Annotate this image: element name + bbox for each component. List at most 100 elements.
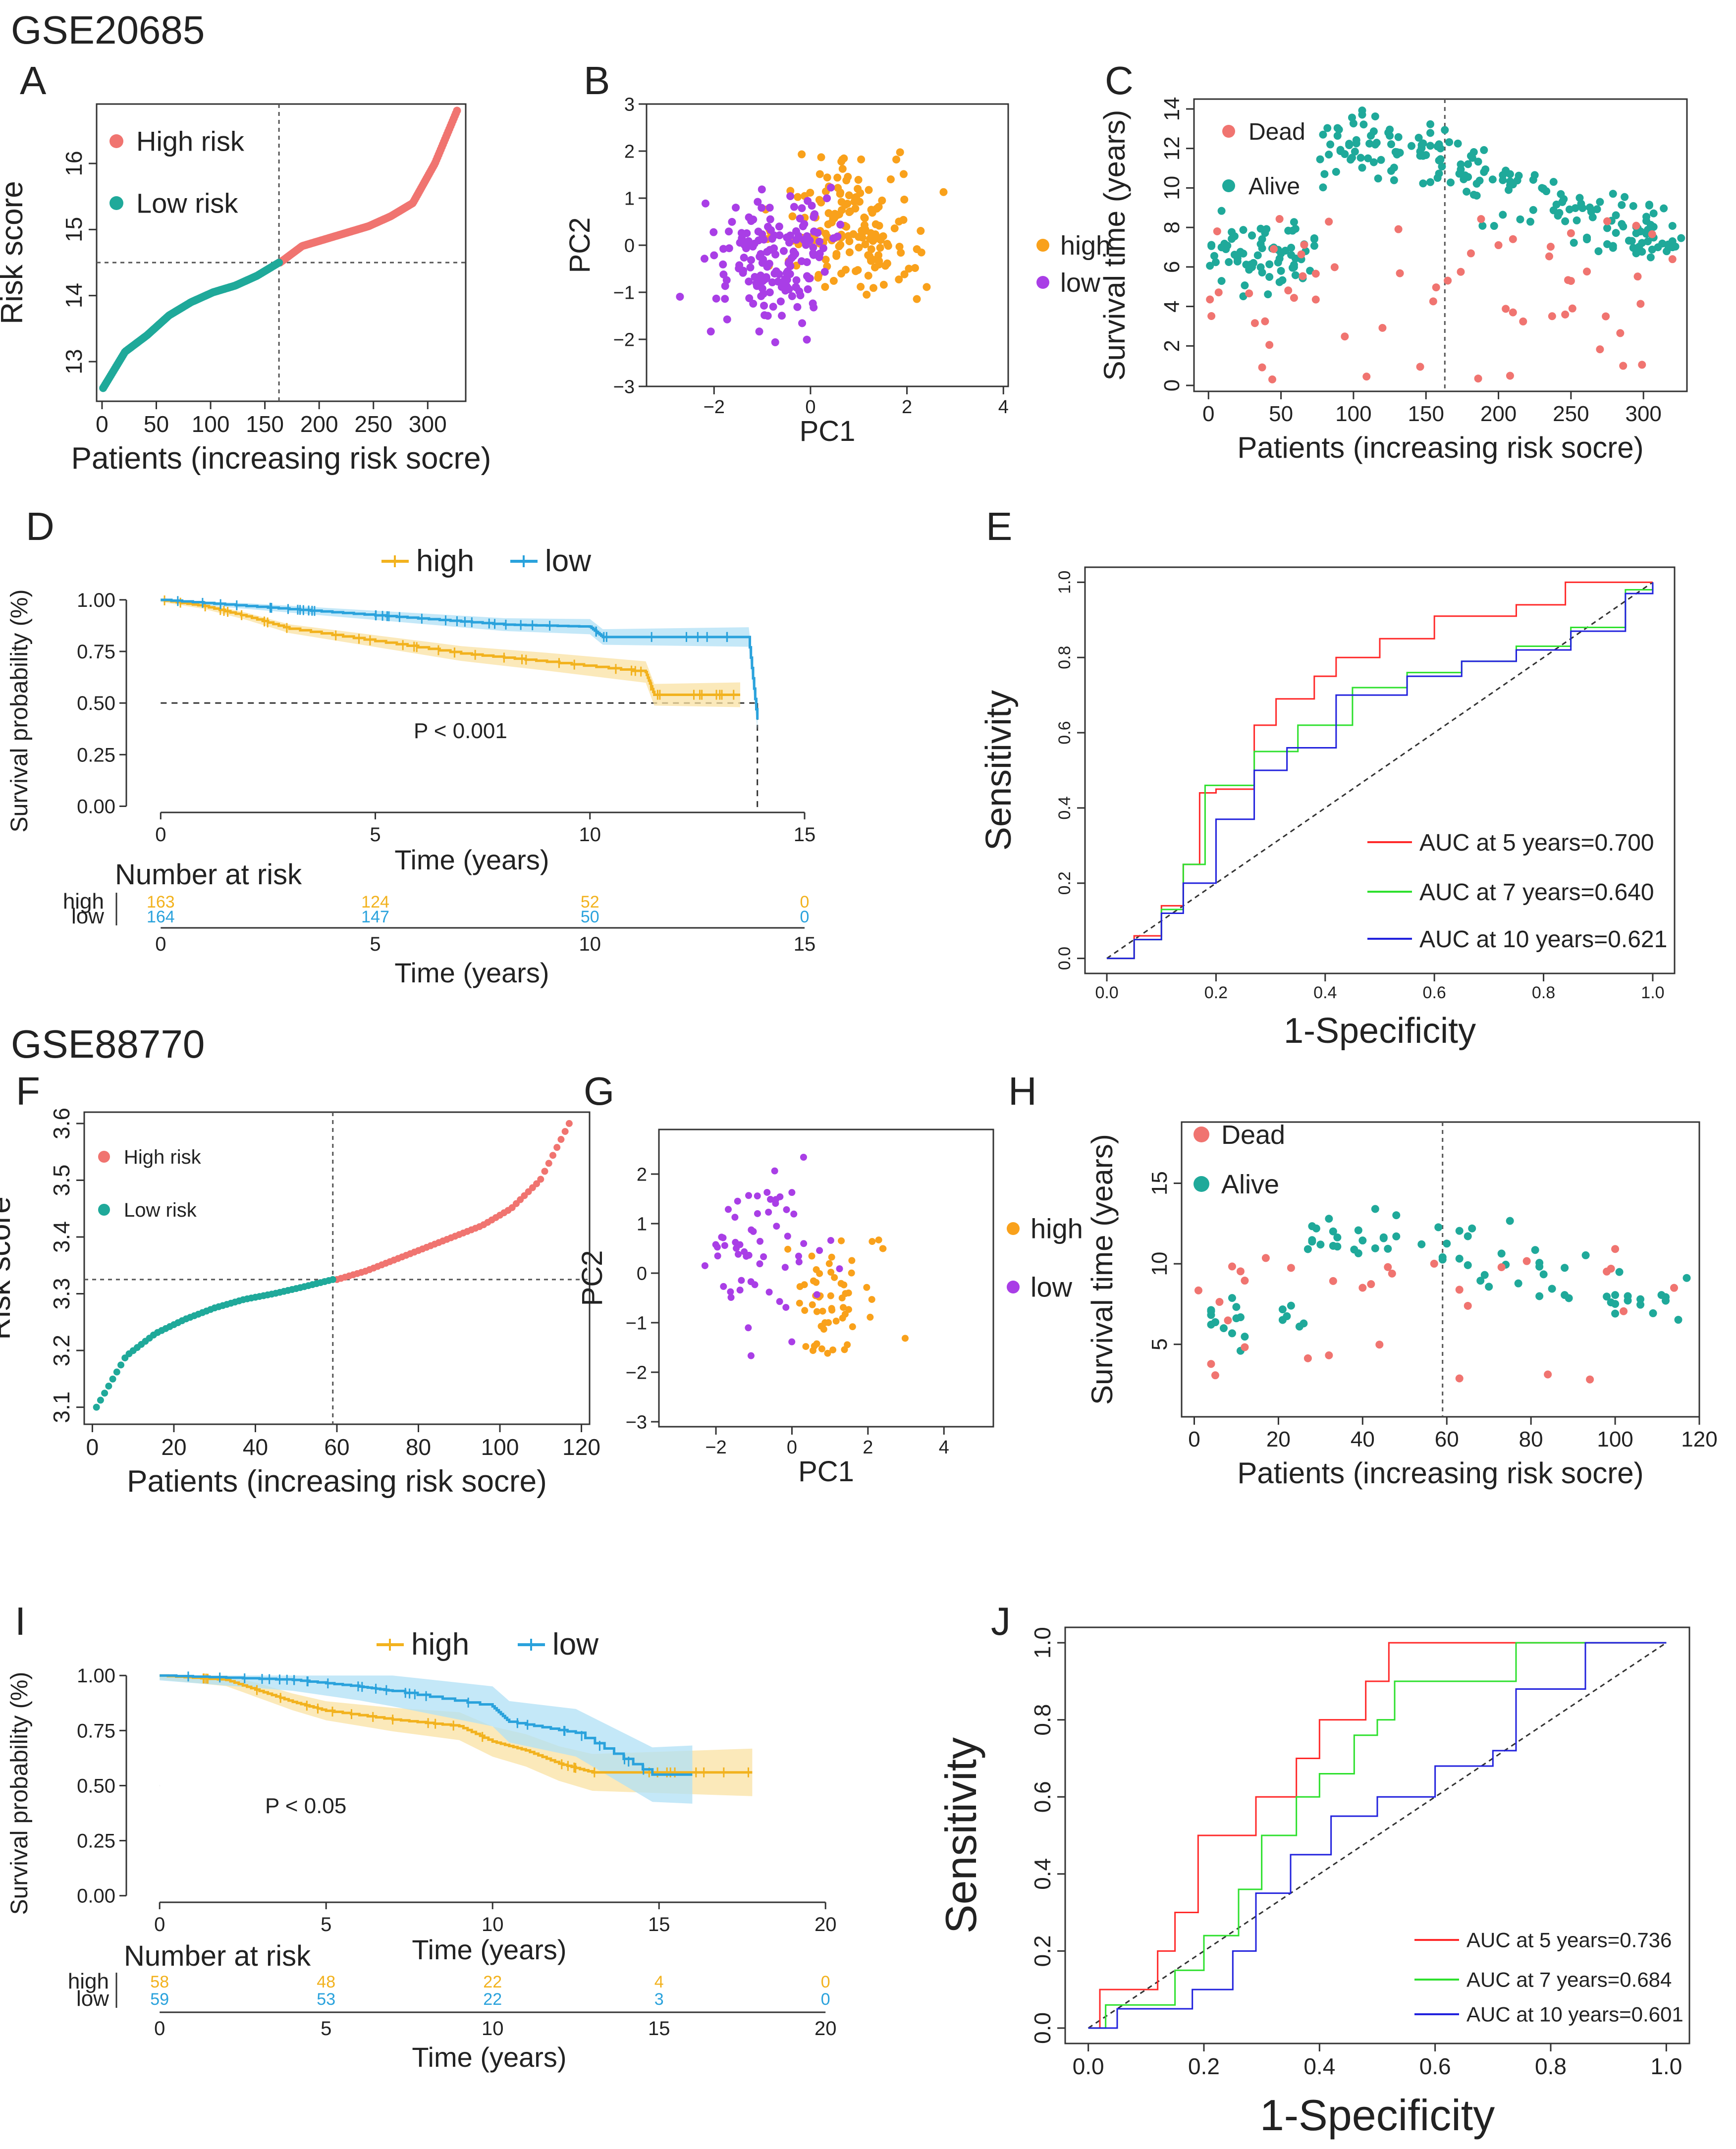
y-tick-label: 13 xyxy=(61,349,87,374)
dead-point xyxy=(1378,323,1387,332)
pca-point xyxy=(869,284,877,292)
pca-point xyxy=(735,261,744,269)
alive-point xyxy=(1594,247,1603,256)
pca-point xyxy=(738,234,746,242)
risk-count: 0 xyxy=(800,893,810,912)
legend-label: high xyxy=(411,1627,469,1662)
alive-point xyxy=(1463,187,1471,196)
alive-point xyxy=(1674,1316,1682,1324)
dead-point xyxy=(1245,289,1253,298)
legend-label: low xyxy=(1060,268,1101,298)
dead-point xyxy=(1632,221,1640,230)
y-tick-label: 1.0 xyxy=(1030,1627,1055,1659)
alive-point xyxy=(1573,216,1581,224)
pca-point xyxy=(808,1252,815,1260)
alive-point xyxy=(1612,211,1620,219)
risk-count: 3 xyxy=(654,1990,664,2009)
dead-point xyxy=(1670,1284,1679,1292)
pca-point xyxy=(727,1293,735,1301)
pca-point xyxy=(830,214,838,222)
alive-point xyxy=(1464,1232,1472,1240)
legend-label: AUC at 10 years=0.621 xyxy=(1419,926,1667,953)
alive-point xyxy=(1326,140,1335,149)
alive-point xyxy=(1621,193,1629,201)
dead-point xyxy=(1299,272,1307,280)
pca-point xyxy=(845,191,853,200)
risk-point xyxy=(275,259,283,267)
y-axis-label: Risk score xyxy=(0,181,29,324)
y-tick-label: 0.00 xyxy=(77,796,115,818)
pca-point xyxy=(895,275,903,284)
alive-point xyxy=(1539,1270,1548,1279)
alive-point xyxy=(1499,176,1507,184)
pca-point xyxy=(701,1262,708,1269)
pca-point xyxy=(706,327,715,336)
pca-point xyxy=(785,285,793,293)
dead-point xyxy=(1269,245,1278,253)
pca-point xyxy=(743,229,751,237)
alive-point xyxy=(1220,239,1229,248)
pca-point xyxy=(721,295,729,303)
dead-point xyxy=(1668,255,1677,264)
pca-point xyxy=(783,1206,790,1213)
dead-point xyxy=(1268,375,1277,383)
risk-count: 22 xyxy=(483,1990,502,2009)
alive-point xyxy=(1499,211,1507,219)
roc-curve xyxy=(1107,581,1653,960)
alive-point xyxy=(1529,176,1537,184)
risk-count: 147 xyxy=(361,908,389,926)
dead-point xyxy=(1284,286,1293,295)
pca-point xyxy=(753,282,761,290)
pca-point xyxy=(874,261,883,269)
legend-label: Alive xyxy=(1221,1170,1279,1199)
alive-point xyxy=(1248,263,1256,271)
dead-point xyxy=(1330,263,1339,271)
pca-point xyxy=(735,1250,742,1258)
pca-point xyxy=(854,175,863,184)
dead-point xyxy=(1261,317,1269,325)
risk-table-tick: 0 xyxy=(155,933,166,955)
alive-point xyxy=(1379,1234,1388,1242)
p-value: P < 0.05 xyxy=(265,1794,346,1818)
alive-point xyxy=(1660,204,1668,213)
pca-point xyxy=(897,249,905,257)
alive-point xyxy=(1443,1239,1451,1248)
x-tick-label: 250 xyxy=(354,411,392,437)
pca-point xyxy=(845,1289,852,1296)
pca-point xyxy=(785,258,794,266)
dead-point xyxy=(1509,308,1517,317)
alive-point xyxy=(1478,221,1487,230)
p-value: P < 0.001 xyxy=(414,719,507,743)
dead-point xyxy=(1325,217,1333,226)
y-tick-label: 5 xyxy=(1147,1338,1172,1350)
alive-point xyxy=(1502,166,1510,175)
pca-point xyxy=(835,242,843,251)
panel-letter: G xyxy=(584,1069,614,1113)
x-tick-label: 20 xyxy=(161,1434,186,1460)
pca-point xyxy=(714,1252,721,1260)
x-tick-label: 4 xyxy=(939,1437,949,1458)
alive-point xyxy=(1445,138,1454,146)
pca-point xyxy=(754,1210,761,1217)
pca-point xyxy=(845,248,854,257)
pca-point xyxy=(868,1238,876,1245)
pca-point xyxy=(852,267,860,275)
risk-point xyxy=(549,1152,556,1159)
legend-label: AUC at 10 years=0.601 xyxy=(1466,2003,1683,2026)
pca-point xyxy=(827,1236,834,1244)
pca-point xyxy=(746,263,755,271)
dead-point xyxy=(1297,250,1305,259)
y-axis-label: PC2 xyxy=(576,1250,608,1306)
y-tick-label: 4 xyxy=(1160,300,1184,312)
x-tick-label: 40 xyxy=(243,1434,268,1460)
x-tick-label: 0 xyxy=(1188,1427,1200,1451)
dead-point xyxy=(1432,283,1440,292)
pca-point xyxy=(782,1304,790,1311)
pca-point xyxy=(878,196,886,205)
y-tick-label: −2 xyxy=(626,1362,647,1383)
pca-point xyxy=(875,1236,882,1243)
alive-point xyxy=(1393,150,1401,159)
risk-point xyxy=(329,1276,336,1283)
legend-marker xyxy=(1222,125,1235,138)
alive-point xyxy=(1455,1227,1464,1235)
